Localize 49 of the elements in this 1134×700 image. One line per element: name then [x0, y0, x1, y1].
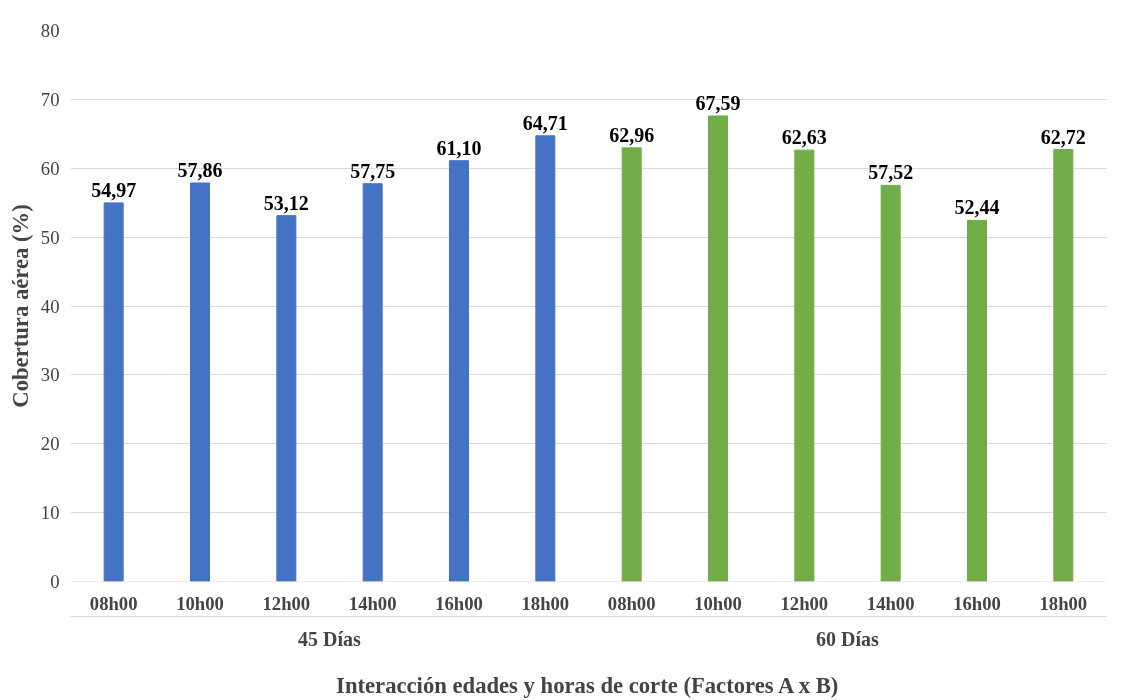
x-tick-label: 08h00 — [607, 592, 656, 614]
y-tick-label: 10 — [40, 502, 60, 524]
y-tick-label: 50 — [40, 226, 60, 248]
bar — [708, 115, 728, 582]
x-tick-label: 14h00 — [348, 592, 397, 614]
data-label: 62,63 — [781, 126, 827, 149]
data-label: 57,75 — [350, 159, 396, 182]
data-label: 61,10 — [436, 136, 482, 159]
x-tick-label: 10h00 — [694, 592, 742, 614]
x-tick-label: 16h00 — [953, 592, 1001, 614]
x-tick-label: 10h00 — [176, 592, 224, 614]
text: 45 Días — [298, 627, 362, 650]
y-tick-label: 40 — [40, 295, 60, 317]
bar — [1053, 149, 1074, 582]
y-axis-title: Cobertura aérea (%) — [7, 204, 33, 408]
x-axis-title: Interacción edades y horas de corte (Factores A x B) — [336, 672, 839, 698]
bar — [967, 219, 987, 582]
data-label: 54,97 — [91, 178, 137, 201]
data-label: 52,44 — [954, 196, 1000, 219]
text: 60 Días — [816, 627, 880, 650]
x-tick-label: 16h00 — [435, 592, 483, 614]
bar — [362, 183, 383, 582]
y-tick-label: 30 — [40, 364, 60, 386]
bar — [621, 147, 642, 582]
data-label: 53,12 — [263, 191, 309, 214]
x-tick-label: 14h00 — [866, 592, 915, 614]
bar — [880, 184, 901, 582]
x-tick-label: 12h00 — [780, 592, 829, 614]
y-tick-label: 20 — [40, 433, 60, 455]
y-tick-label: 60 — [40, 157, 60, 179]
bar — [276, 215, 297, 582]
y-tick-label: 70 — [40, 88, 60, 110]
data-label: 62,96 — [609, 123, 655, 146]
data-label: 67,59 — [695, 91, 741, 114]
bar — [535, 135, 556, 582]
data-label: 62,72 — [1040, 125, 1086, 148]
y-tick-label: 80 — [40, 20, 60, 41]
bar — [449, 160, 469, 582]
x-tick-label: 08h00 — [89, 592, 138, 614]
bar — [103, 202, 124, 582]
data-label: 64,71 — [522, 111, 568, 134]
x-tick-label: 12h00 — [262, 592, 311, 614]
y-tick-label: 0 — [50, 571, 60, 592]
data-label: 57,86 — [177, 158, 223, 181]
x-tick-label: 18h00 — [1039, 592, 1088, 614]
bar — [794, 149, 815, 582]
data-label: 57,52 — [868, 161, 914, 184]
x-tick-label: 18h00 — [521, 592, 570, 614]
bar — [190, 182, 210, 582]
